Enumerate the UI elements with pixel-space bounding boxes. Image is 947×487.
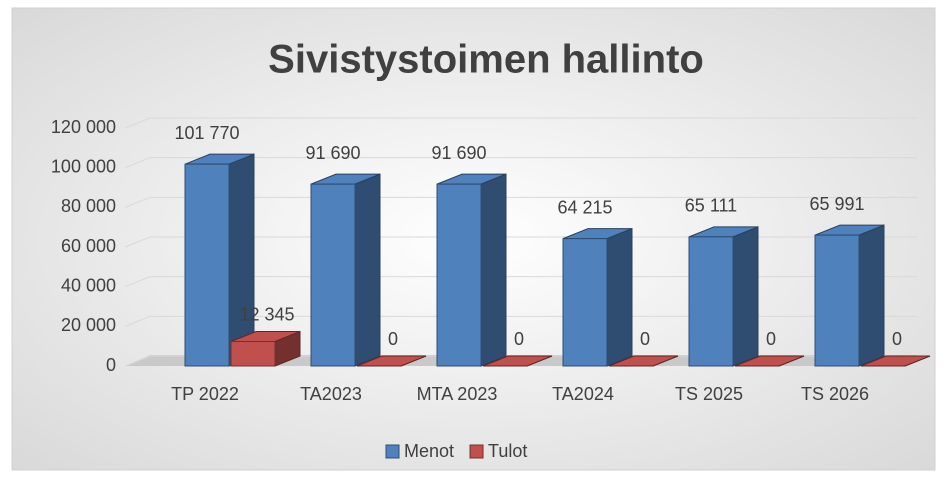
- bar: [860, 355, 931, 367]
- value-label: 0: [388, 329, 398, 349]
- bar: [310, 173, 381, 367]
- bar: [734, 355, 805, 367]
- y-tick-label: 40 000: [61, 275, 116, 295]
- grid-line: [124, 276, 917, 288]
- bar-side: [480, 173, 507, 367]
- x-tick-label: MTA 2023: [417, 384, 498, 404]
- value-label: 0: [514, 329, 524, 349]
- value-label: 65 111: [685, 196, 737, 216]
- x-tick-label: TP 2022: [171, 384, 239, 404]
- bar-front: [310, 183, 356, 367]
- y-tick-label: 60 000: [61, 236, 116, 256]
- bar-side: [858, 224, 885, 367]
- bar-front: [230, 341, 276, 367]
- bar-top: [608, 355, 679, 367]
- grid-line: [124, 117, 917, 129]
- bar-top: [482, 355, 553, 367]
- y-tick-label: 120 000: [51, 117, 116, 137]
- value-label: 91 690: [305, 143, 360, 163]
- x-tick-label: TS 2025: [675, 384, 743, 404]
- x-tick-label: TA2023: [300, 384, 362, 404]
- y-tick-label: 20 000: [61, 315, 116, 335]
- grid-line: [124, 196, 917, 208]
- bar-front: [436, 183, 482, 367]
- x-tick-label: TA2024: [552, 384, 614, 404]
- legend-label: Menot: [404, 441, 454, 461]
- bar: [482, 355, 553, 367]
- value-label: 64 215: [557, 197, 612, 217]
- bar-side: [732, 226, 759, 367]
- bar-front: [184, 163, 230, 367]
- bar-side: [354, 173, 381, 367]
- value-label: 12 345: [239, 304, 294, 324]
- grid-line: [124, 157, 917, 169]
- x-tick-label: TS 2026: [801, 384, 869, 404]
- bar: [562, 227, 633, 367]
- y-tick-label: 100 000: [51, 156, 116, 176]
- bar-top: [734, 355, 805, 367]
- chart-title: Sivistystoimen hallinto: [268, 38, 704, 82]
- value-label: 101 770: [174, 123, 239, 143]
- bar-top: [860, 355, 931, 367]
- value-label: 91 690: [431, 143, 486, 163]
- legend-swatch: [469, 444, 484, 459]
- grid-line: [124, 315, 917, 327]
- bar-front: [688, 236, 734, 367]
- bar: [184, 153, 255, 367]
- bar: [608, 355, 679, 367]
- bar-front: [814, 234, 860, 367]
- value-label: 0: [640, 329, 650, 349]
- value-label: 65 991: [809, 194, 864, 214]
- bar-side: [606, 227, 633, 367]
- bar-top: [356, 355, 427, 367]
- bar: [356, 355, 427, 367]
- legend-swatch: [385, 444, 400, 459]
- value-label: 0: [766, 329, 776, 349]
- bar: [814, 224, 885, 367]
- grid-line: [124, 236, 917, 248]
- bar-front: [562, 238, 608, 367]
- bar: [688, 226, 759, 367]
- y-tick-label: 80 000: [61, 196, 116, 216]
- legend-label: Tulot: [488, 441, 527, 461]
- bar: [230, 330, 301, 367]
- y-tick-label: 0: [106, 355, 116, 375]
- value-label: 0: [892, 329, 902, 349]
- bar: [436, 173, 507, 367]
